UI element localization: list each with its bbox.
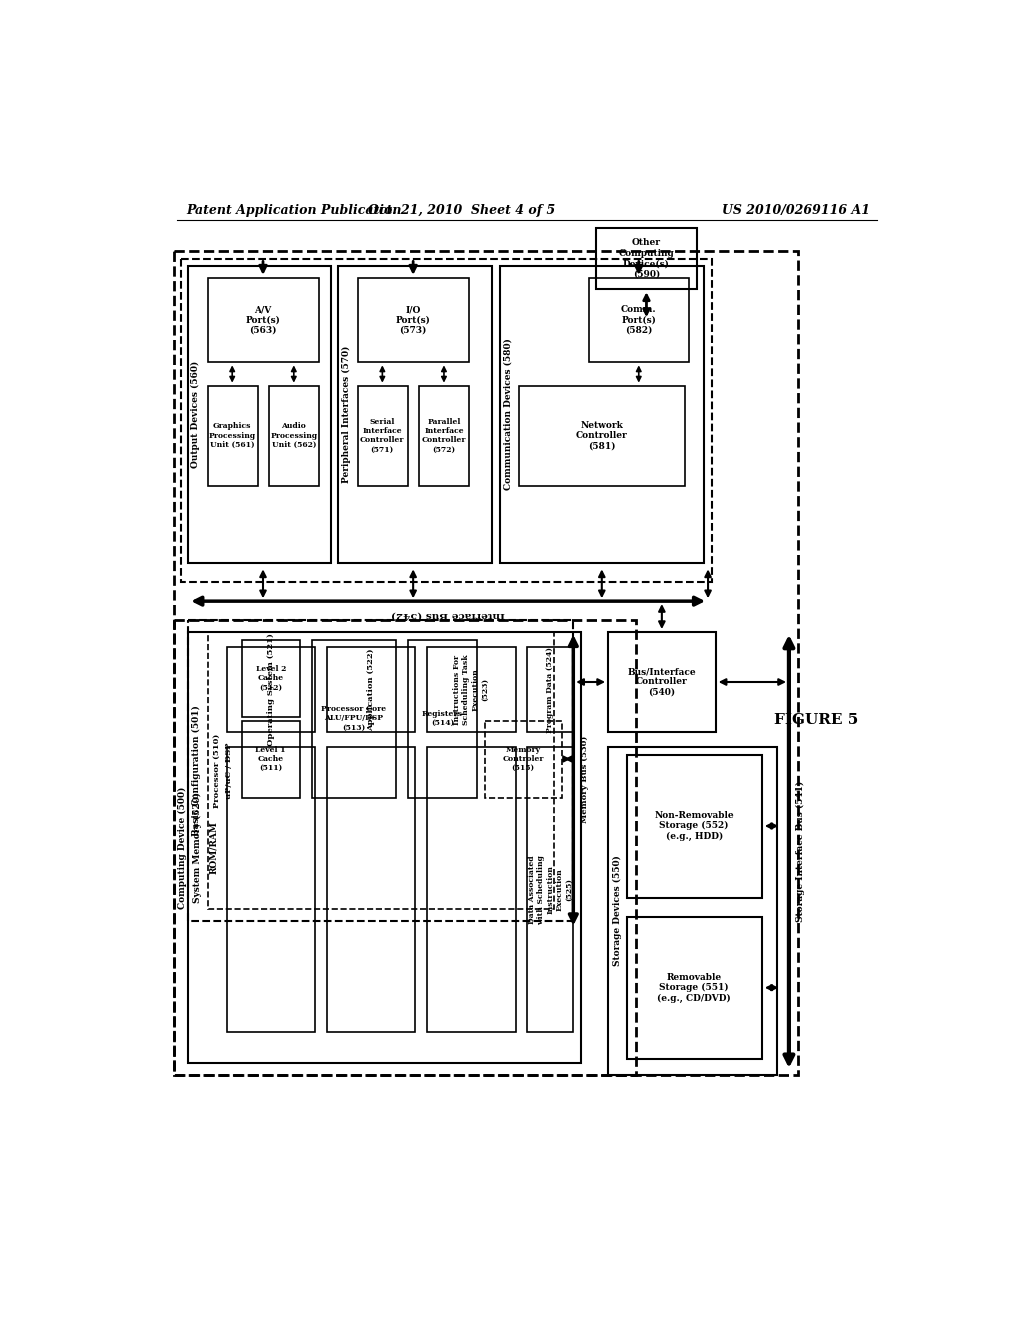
Text: Parallel
Interface
Controller
(572): Parallel Interface Controller (572) bbox=[422, 418, 466, 453]
Bar bbox=[174, 620, 637, 1074]
Text: Interface Bus (542): Interface Bus (542) bbox=[391, 611, 505, 619]
Text: I/O
Port(s)
(573): I/O Port(s) (573) bbox=[395, 305, 430, 335]
Text: Graphics
Processing
Unit (561): Graphics Processing Unit (561) bbox=[209, 422, 256, 449]
Text: Registers
(514): Registers (514) bbox=[422, 710, 463, 727]
Bar bbox=[269, 385, 319, 486]
Bar bbox=[188, 267, 331, 562]
Bar bbox=[327, 647, 416, 733]
Text: FIGURE 5: FIGURE 5 bbox=[774, 714, 858, 727]
Bar bbox=[589, 277, 689, 363]
Text: ROM/RAM: ROM/RAM bbox=[209, 821, 218, 874]
Text: uP/uC / DSP: uP/uC / DSP bbox=[225, 742, 233, 799]
Bar bbox=[208, 632, 554, 909]
Bar bbox=[628, 755, 762, 898]
Text: Non-Removable
Storage (552)
(e.g., HDD): Non-Removable Storage (552) (e.g., HDD) bbox=[654, 810, 734, 841]
Bar bbox=[484, 721, 562, 797]
Text: Basic Configuration (501): Basic Configuration (501) bbox=[193, 705, 202, 836]
Bar bbox=[608, 632, 716, 733]
Bar bbox=[311, 640, 396, 797]
Text: Processor Core
ALU/FPU/DSP
(513): Processor Core ALU/FPU/DSP (513) bbox=[322, 705, 386, 731]
Bar bbox=[357, 277, 469, 363]
Bar bbox=[188, 632, 581, 1063]
Text: Storage Devices (550): Storage Devices (550) bbox=[612, 855, 622, 966]
Text: Peripheral Interfaces (570): Peripheral Interfaces (570) bbox=[342, 346, 351, 483]
Bar bbox=[327, 747, 416, 1032]
Text: Audio
Processing
Unit (562): Audio Processing Unit (562) bbox=[270, 422, 317, 449]
Bar bbox=[188, 620, 573, 921]
Bar bbox=[608, 747, 777, 1074]
Bar bbox=[243, 721, 300, 797]
Text: Data Associated
with Scheduling
Instruction
Execution
(525): Data Associated with Scheduling Instruct… bbox=[527, 855, 572, 925]
Text: Memory
Controler
(515): Memory Controler (515) bbox=[503, 746, 544, 772]
Text: Storage Interface Bus (541): Storage Interface Bus (541) bbox=[796, 780, 805, 923]
Bar bbox=[596, 227, 696, 289]
Bar bbox=[427, 647, 515, 733]
Text: Instructions For
Scheduling Task
Execution
(523): Instructions For Scheduling Task Executi… bbox=[453, 655, 488, 725]
Text: Level 1
Cache
(511): Level 1 Cache (511) bbox=[255, 746, 286, 772]
Text: System Memory (520): System Memory (520) bbox=[193, 792, 202, 903]
Text: Program Data (524): Program Data (524) bbox=[546, 647, 554, 733]
Text: Computing Device (500): Computing Device (500) bbox=[178, 787, 187, 908]
Bar bbox=[208, 277, 319, 363]
Bar bbox=[174, 251, 798, 1074]
Bar bbox=[527, 647, 573, 733]
Text: Output Devices (560): Output Devices (560) bbox=[190, 360, 200, 467]
Text: Memory Bus (530): Memory Bus (530) bbox=[581, 737, 589, 824]
Bar bbox=[226, 647, 315, 733]
Bar bbox=[357, 385, 408, 486]
Text: Comm.
Port(s)
(582): Comm. Port(s) (582) bbox=[621, 305, 656, 335]
Text: Operating System (521): Operating System (521) bbox=[266, 634, 274, 746]
Text: Processor (510): Processor (510) bbox=[213, 734, 221, 808]
Bar bbox=[427, 747, 515, 1032]
Bar bbox=[419, 385, 469, 486]
Text: Application (522): Application (522) bbox=[367, 648, 375, 731]
Bar bbox=[226, 747, 315, 1032]
Bar bbox=[339, 267, 493, 562]
Text: Communication Devices (580): Communication Devices (580) bbox=[504, 338, 512, 490]
Text: Patent Application Publication: Patent Application Publication bbox=[186, 205, 401, 218]
Text: Other
Computing
Device(s)
(590): Other Computing Device(s) (590) bbox=[618, 239, 675, 279]
Text: Serial
Interface
Controller
(571): Serial Interface Controller (571) bbox=[360, 418, 404, 453]
Bar bbox=[408, 640, 477, 797]
Bar bbox=[519, 385, 685, 486]
Text: Removable
Storage (551)
(e.g., CD/DVD): Removable Storage (551) (e.g., CD/DVD) bbox=[657, 973, 731, 1003]
Text: Bus/Interface
Controller
(540): Bus/Interface Controller (540) bbox=[628, 667, 696, 697]
Bar bbox=[243, 640, 300, 717]
Text: A/V
Port(s)
(563): A/V Port(s) (563) bbox=[246, 305, 281, 335]
Bar bbox=[628, 917, 762, 1059]
Text: US 2010/0269116 A1: US 2010/0269116 A1 bbox=[722, 205, 869, 218]
Text: Oct. 21, 2010  Sheet 4 of 5: Oct. 21, 2010 Sheet 4 of 5 bbox=[368, 205, 555, 218]
Bar bbox=[500, 267, 705, 562]
Text: Network
Controller
(581): Network Controller (581) bbox=[575, 421, 628, 450]
Bar bbox=[208, 385, 258, 486]
Bar bbox=[527, 747, 573, 1032]
Text: Level 2
Cache
(512): Level 2 Cache (512) bbox=[256, 665, 286, 692]
Bar bbox=[180, 259, 712, 582]
